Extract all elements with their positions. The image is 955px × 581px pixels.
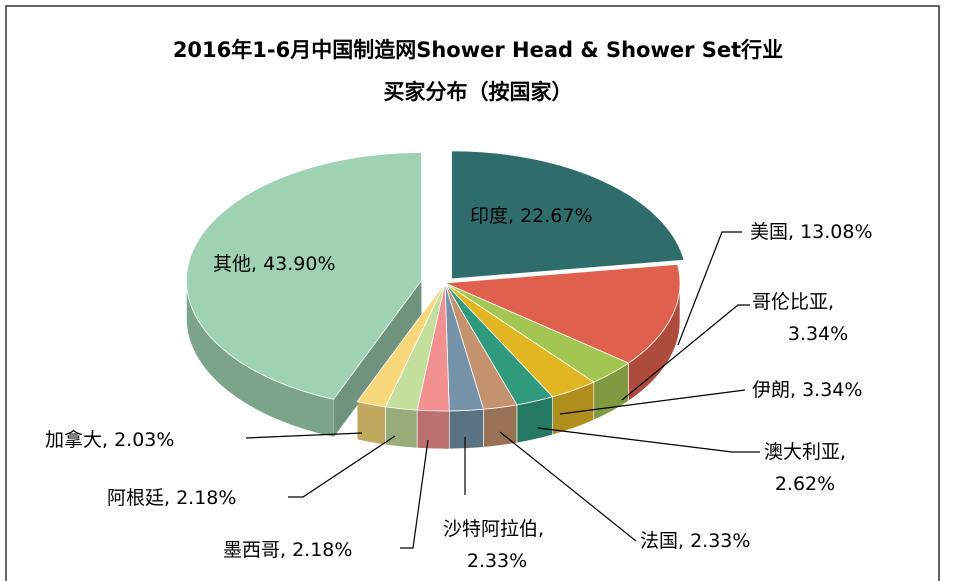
data-label: 美国, 13.08% (750, 221, 873, 243)
data-label: 沙特阿拉伯, (443, 518, 544, 540)
leader-line (499, 431, 637, 542)
chart-title: 2016年1-6月中国制造网Shower Head & Shower Set行业 (173, 38, 783, 62)
pie-slice (356, 282, 446, 408)
leader-line (537, 427, 760, 453)
data-label: 其他, 43.90% (213, 253, 336, 275)
pie-slice-side (416, 409, 450, 450)
pie-slice-side (385, 406, 418, 449)
data-label: 印度, 22.67% (470, 205, 593, 227)
data-label: 墨西哥, 2.18% (223, 539, 352, 561)
leader-line (288, 435, 396, 498)
data-label: 3.34% (788, 323, 848, 345)
data-label: 2.33% (467, 550, 527, 572)
pie-slice (186, 152, 422, 400)
data-label: 2.62% (775, 473, 835, 495)
data-label: 澳大利亚, (764, 441, 846, 463)
pie-slice (451, 150, 685, 280)
data-label: 法国, 2.33% (640, 530, 750, 552)
pie-slice-cut (333, 280, 422, 438)
leader-line (245, 432, 363, 439)
leader-line (677, 231, 742, 346)
chart-title: 买家分布（按国家） (384, 80, 573, 104)
data-label: 阿根廷, 2.18% (107, 487, 236, 509)
data-label: 加拿大, 2.03% (45, 428, 174, 451)
leader-line (559, 389, 746, 415)
pie-slice-side (448, 408, 484, 450)
pie-slice-side (356, 401, 386, 446)
data-label: 伊朗, 3.34% (752, 379, 862, 401)
pie-slice (444, 263, 681, 364)
data-label: 哥伦比亚, (752, 291, 834, 313)
leader-line (400, 439, 429, 549)
leader-line (621, 304, 750, 401)
